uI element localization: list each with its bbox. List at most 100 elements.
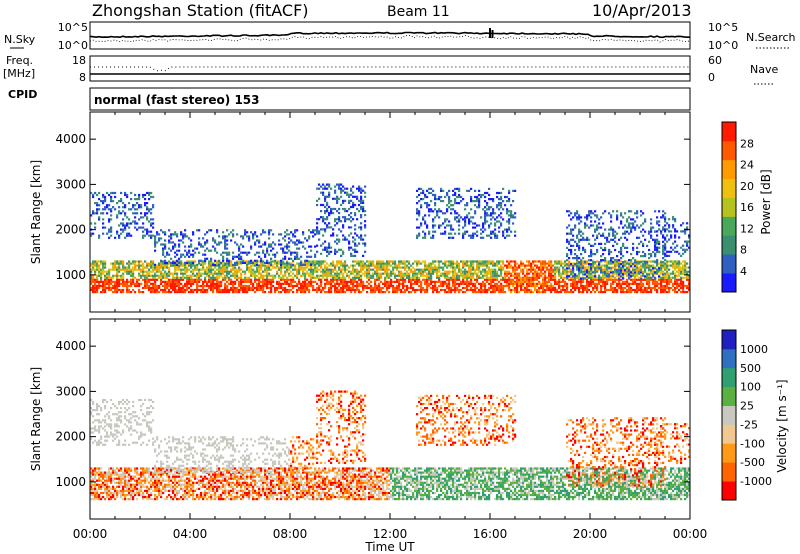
range-cell [328,185,331,188]
range-cell [156,291,159,294]
range-cell [284,282,287,285]
range-cell [554,282,557,285]
range-cell [538,266,541,269]
range-cell [336,280,339,283]
range-cell [132,274,135,277]
range-cell [650,222,653,225]
range-cell [300,288,303,292]
range-cell [454,212,457,215]
range-cell [640,288,643,292]
range-cell [316,226,319,229]
range-cell [568,210,571,213]
range-cell [602,274,605,277]
range-cell [596,278,599,281]
range-cell [224,247,227,250]
range-cell [444,288,447,292]
range-cell [472,264,475,267]
range-cell [652,268,655,271]
range-cell [268,264,271,267]
range-cell [640,264,643,267]
range-cell [350,205,353,209]
range-cell [326,207,329,211]
range-cell [514,260,517,263]
range-cell [502,187,505,190]
range-cell [386,282,389,285]
range-cell [216,231,219,234]
range-cell [280,261,283,264]
range-cell [128,208,131,211]
range-cell [476,272,479,275]
range-cell [166,280,169,283]
range-cell [116,270,119,273]
range-cell [264,264,267,267]
range-cell [494,212,497,215]
range-cell [324,240,327,243]
range-cell [578,272,581,275]
range-cell [110,210,113,213]
range-cell [488,198,491,201]
range-cell [324,228,327,231]
range-cell [392,286,395,290]
range-cell [578,269,581,272]
range-cell [342,280,345,283]
range-cell [514,234,517,237]
range-cell [538,280,541,283]
range-cell [198,268,201,271]
range-cell [448,206,451,209]
range-cell [128,260,131,263]
range-cell [430,266,433,269]
range-cell [578,232,581,235]
range-cell [454,268,457,271]
range-cell [210,280,213,283]
range-cell [582,262,585,265]
range-cell [160,262,163,265]
range-cell [332,278,335,281]
range-cell [144,202,147,205]
range-cell [630,278,633,281]
range-cell [586,269,589,272]
range-cell [156,286,159,290]
range-cell [626,274,629,277]
range-cell [106,212,109,215]
range-cell [90,264,93,267]
range-cell [520,284,523,288]
range-cell [110,286,113,290]
range-cell [286,245,289,248]
range-cell [614,248,617,252]
range-cell [370,291,373,294]
range-cell [566,264,569,267]
range-cell [300,291,303,294]
range-cell [650,288,653,292]
range-cell [264,253,267,256]
range-cell [194,280,197,283]
range-cell [424,262,427,265]
range-cell [560,280,563,283]
range-cell [512,189,515,192]
range-cell [98,282,101,285]
range-cell [340,272,343,275]
range-cell [236,268,239,271]
range-cell [266,274,269,277]
range-cell [146,216,149,219]
range-cell [554,278,557,281]
range-cell [482,282,485,285]
range-cell [116,232,119,235]
range-cell [360,264,363,267]
range-cell [318,230,321,233]
range-cell [450,286,453,290]
range-cell [400,262,403,265]
range-cell [448,195,451,199]
range-cell [190,239,193,242]
range-cell [412,272,415,275]
range-cell [560,260,563,263]
range-cell [500,266,503,269]
range-cell [240,257,243,260]
range-cell [578,261,581,264]
range-cell [318,268,321,271]
range-cell [326,224,329,227]
range-cell [376,268,379,271]
range-cell [284,231,287,234]
range-cell [584,273,587,276]
range-cell [288,291,291,294]
range-cell [428,191,431,195]
